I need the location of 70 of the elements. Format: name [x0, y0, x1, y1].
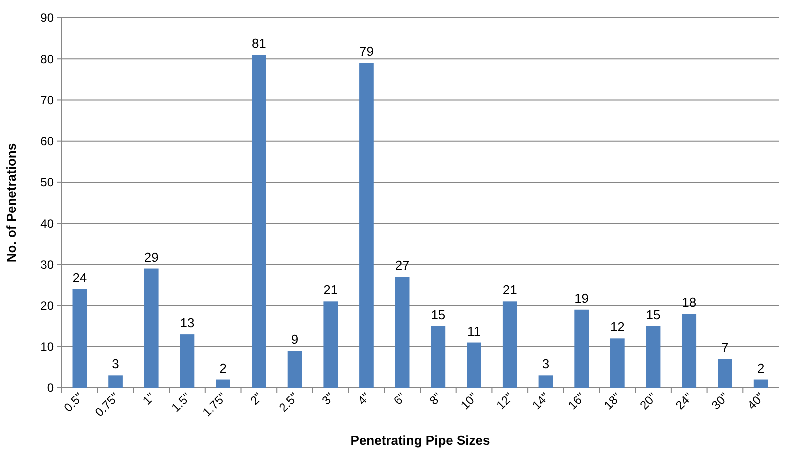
- bar: [754, 380, 768, 388]
- bar: [108, 376, 123, 388]
- x-tick-label: 10": [458, 390, 480, 413]
- data-label: 3: [112, 356, 120, 372]
- data-label: 7: [722, 340, 729, 356]
- data-label: 13: [180, 316, 195, 331]
- bar: [574, 310, 589, 388]
- x-tick-label: 12": [494, 390, 516, 413]
- bar: [324, 302, 338, 388]
- y-tick-label: 70: [40, 93, 54, 108]
- y-tick-label: 10: [40, 340, 54, 354]
- x-tick-label: 16": [566, 390, 588, 413]
- y-tick-label: 90: [40, 11, 54, 26]
- bar: [467, 342, 482, 388]
- bar: [360, 63, 374, 388]
- data-label: 21: [502, 282, 518, 298]
- x-tick-label: 1.5": [168, 390, 194, 415]
- bar: [216, 380, 230, 388]
- bar: [144, 268, 159, 388]
- data-label: 12: [610, 320, 625, 335]
- data-label: 18: [682, 295, 697, 310]
- x-tick-label: 18": [601, 390, 624, 413]
- y-tick-label: 60: [40, 134, 54, 149]
- y-tick-label: 40: [40, 216, 54, 231]
- x-tick-label: 8": [426, 390, 445, 408]
- x-tick-label: 4": [355, 390, 373, 408]
- data-label: 79: [359, 44, 374, 60]
- bar: [72, 289, 88, 388]
- y-tick-label: 20: [40, 298, 54, 313]
- data-label: 24: [72, 270, 88, 286]
- x-tick-label: 2": [248, 390, 266, 408]
- data-label: 29: [144, 250, 159, 265]
- bar: [538, 376, 554, 388]
- x-tick-label: 2.5": [276, 390, 302, 415]
- bar: [288, 351, 302, 388]
- data-label: 15: [431, 307, 446, 322]
- x-tick-label: 1": [140, 390, 158, 408]
- x-tick-label: 14": [530, 390, 552, 413]
- data-label: 15: [646, 307, 661, 322]
- data-label: 19: [574, 290, 590, 306]
- x-tick-label: 20": [637, 390, 660, 413]
- x-tick-label: 0.5": [61, 390, 86, 415]
- bar: [610, 338, 625, 388]
- data-label: 9: [291, 332, 299, 347]
- bar: [252, 55, 266, 388]
- y-tick-label: 50: [40, 176, 54, 190]
- bar: [395, 277, 410, 388]
- data-label: 2: [757, 360, 765, 376]
- bar: [502, 302, 518, 388]
- y-tick-label: 0: [47, 381, 54, 396]
- y-tick-label: 30: [40, 258, 54, 272]
- x-tick-label: 3": [319, 390, 337, 408]
- y-axis-title: No. of Penetrations: [4, 143, 19, 263]
- data-label: 81: [252, 36, 266, 51]
- x-tick-label: 24": [673, 390, 696, 413]
- bar: [646, 326, 661, 388]
- bar: [180, 334, 195, 388]
- data-label: 11: [468, 324, 482, 339]
- x-axis-title: Penetrating Pipe Sizes: [350, 433, 490, 448]
- x-tick-label: 6": [391, 390, 409, 408]
- y-tick-label: 80: [40, 52, 54, 66]
- data-label: 2: [220, 360, 227, 376]
- bar: [718, 359, 732, 388]
- data-label: 3: [542, 356, 550, 372]
- data-label: 21: [324, 282, 338, 298]
- x-tick-label: 40": [744, 390, 768, 413]
- bar: [431, 326, 446, 388]
- bar: [682, 314, 697, 388]
- data-label: 27: [395, 258, 410, 273]
- x-tick-label: 30": [708, 390, 732, 413]
